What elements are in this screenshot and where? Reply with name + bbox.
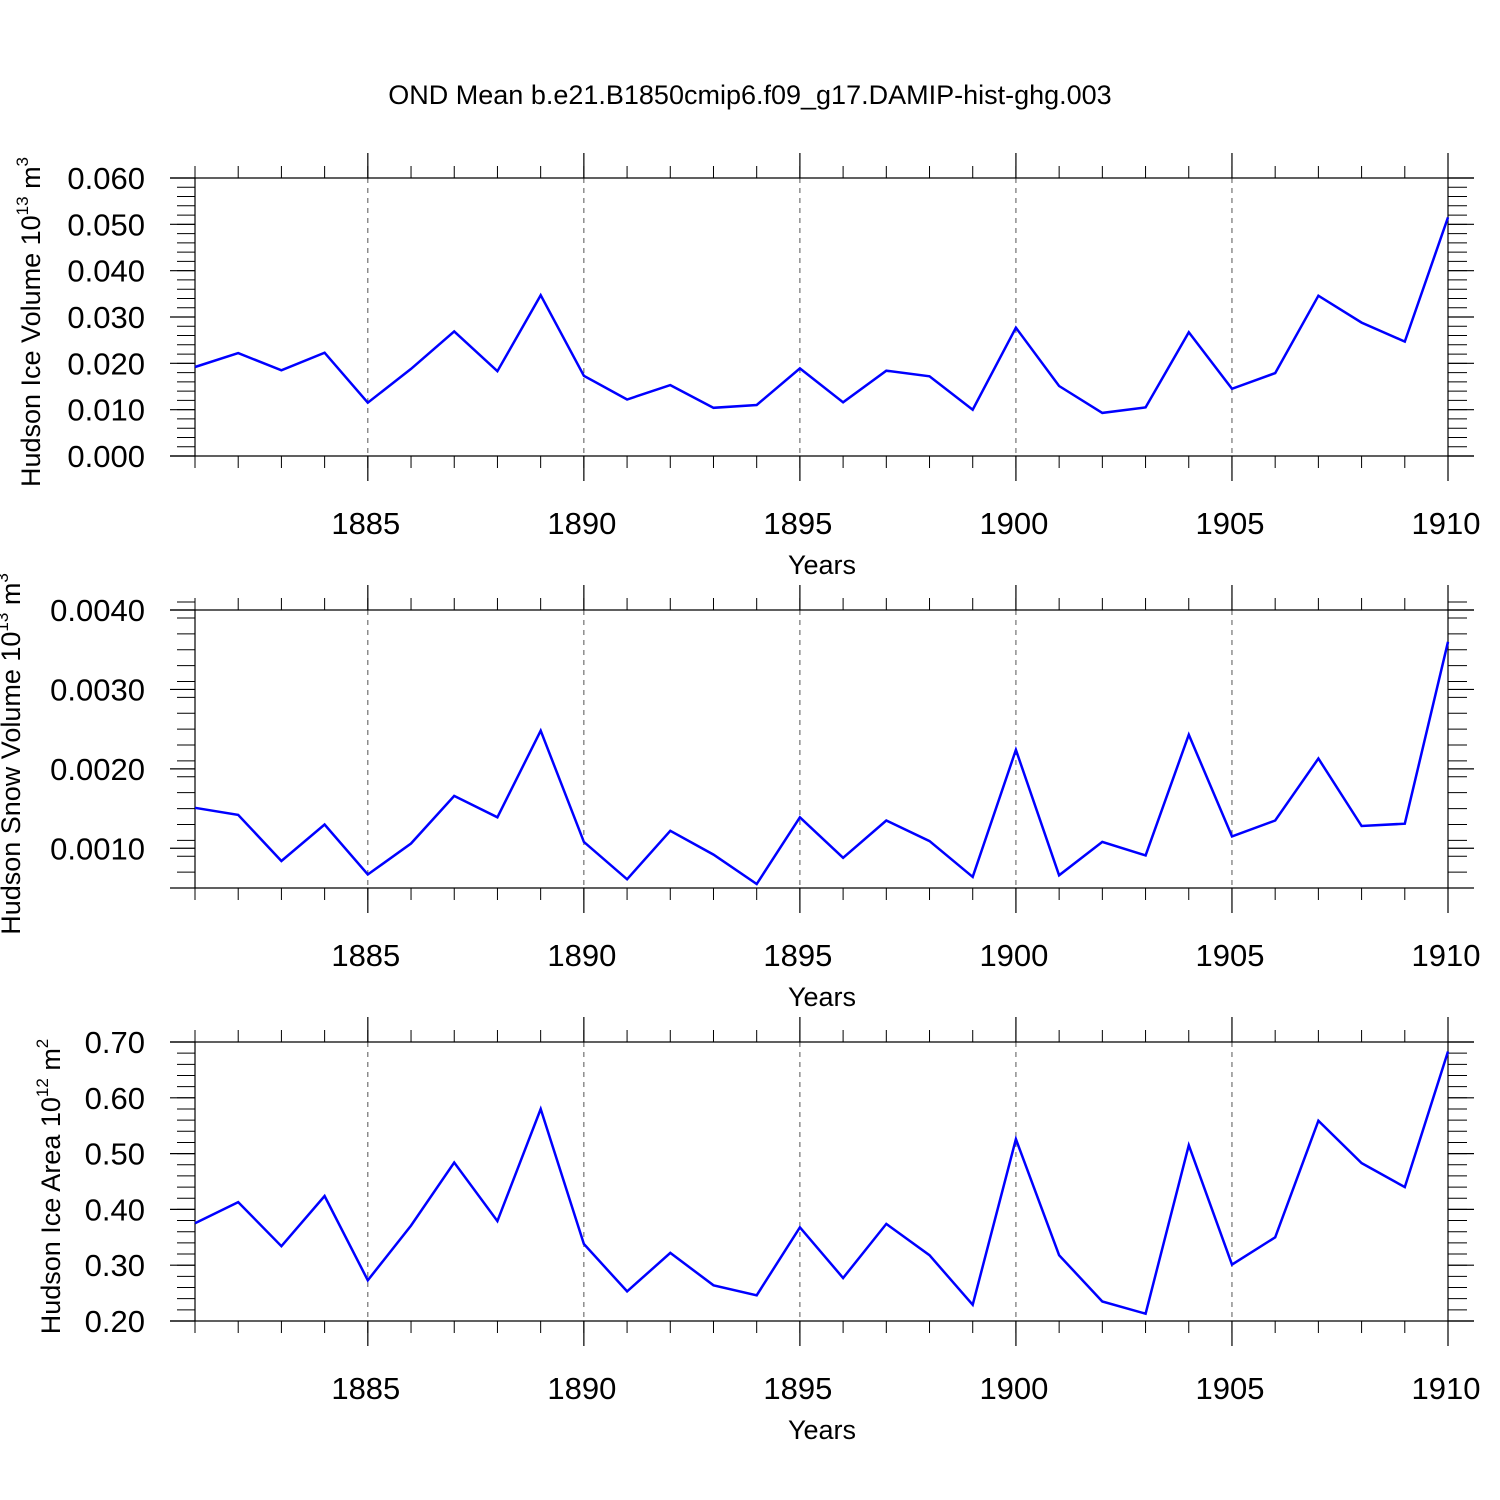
x-tick-label: 1895 [763,938,832,973]
series-line [194,1051,1450,1316]
y-tick-label: 0.020 [67,346,145,381]
x-tick-label: 1905 [1195,938,1264,973]
y-tick-label: 0.0040 [50,593,145,628]
x-tick-label: 1910 [1412,506,1481,541]
x-tick-label: 1905 [1195,1371,1264,1406]
x-axis-label: Years [788,1415,856,1445]
x-axis-label: Years [788,550,856,580]
x-axis-label: Years [788,982,856,1012]
y-tick-label: 0.30 [85,1248,145,1283]
y-axis-label: Hudson Ice Volume 1013 m3 [13,157,46,487]
x-tick-label: 1885 [331,1371,400,1406]
y-tick-label: 0.000 [67,439,145,474]
x-tick-label: 1885 [331,938,400,973]
x-tick-label: 1910 [1412,938,1481,973]
y-tick-label: 0.20 [85,1304,145,1339]
x-tick-label: 1900 [979,1371,1048,1406]
x-tick-label: 1900 [979,506,1048,541]
x-tick-label: 1890 [547,506,616,541]
series-line [194,641,1450,886]
x-tick-label: 1900 [979,938,1048,973]
x-tick-label: 1895 [763,506,832,541]
y-tick-label: 0.40 [85,1192,145,1227]
y-axis-label: Hudson Snow Volume 1013 m3 [0,573,26,935]
y-tick-label: 0.050 [67,207,145,242]
panel-1: 0.000 0.010 0.020 0.030 0.040 0.050 0.060 1885 1… [13,153,1480,580]
x-tick-label: 1885 [331,506,400,541]
x-tick-label: 1905 [1195,506,1264,541]
y-tick-label: 0.0010 [50,831,145,866]
y-tick-label: 0.040 [67,254,145,289]
chart-title: OND Mean b.e21.B1850cmip6.f09_g17.DAMIP-… [388,80,1112,110]
y-tick-label: 0.010 [67,393,145,428]
y-axis-label: Hudson Ice Area 1012 m2 [33,1039,66,1335]
y-tick-label: 0.50 [85,1137,145,1172]
x-tick-label: 1890 [547,938,616,973]
y-tick-label: 0.060 [67,161,145,196]
y-tick-label: 0.60 [85,1081,145,1116]
y-tick-label: 0.70 [85,1025,145,1060]
panel-3: 0.20 0.30 0.40 0.50 0.60 0.70 1885 1890 1895 1900… [33,1017,1480,1445]
x-tick-label: 1890 [547,1371,616,1406]
y-tick-label: 0.030 [67,300,145,335]
panel-2: 0.0010 0.0020 0.0030 0.0040 1885 1890 1895 1900… [0,573,1480,1012]
x-tick-label: 1910 [1412,1371,1481,1406]
x-tick-label: 1895 [763,1371,832,1406]
series-line [194,216,1450,415]
y-tick-label: 0.0020 [50,752,145,787]
y-tick-label: 0.0030 [50,672,145,707]
